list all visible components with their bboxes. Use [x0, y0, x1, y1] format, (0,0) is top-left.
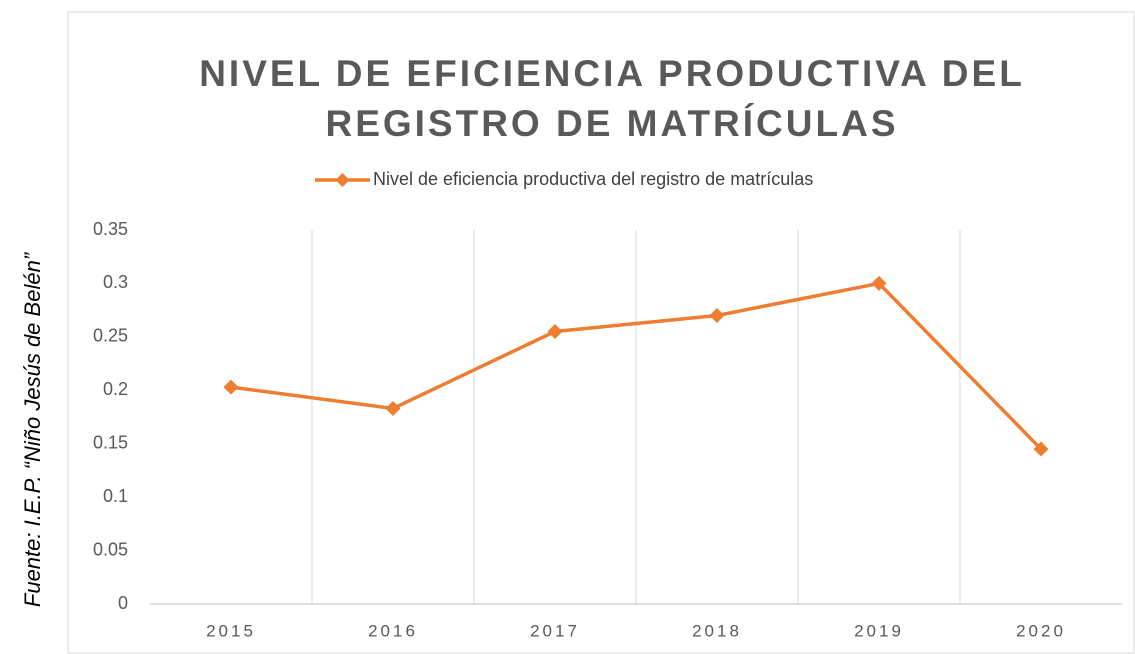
data-point [871, 275, 887, 291]
chart-title: REGISTRO DE MATRÍCULAS [325, 103, 898, 144]
x-tick-label: 2015 [206, 621, 256, 640]
series-line [230, 281, 1043, 451]
chart-title: NIVEL DE EFICIENCIA PRODUCTIVA DEL [199, 53, 1025, 94]
y-tick-label: 0.05 [93, 539, 128, 559]
x-tick-label: 2017 [530, 621, 580, 640]
data-point [709, 307, 725, 323]
x-tick-label: 2018 [692, 621, 742, 640]
data-point [1033, 441, 1049, 457]
legend-label: Nivel de eficiencia productiva del regis… [373, 169, 813, 189]
y-tick-label: 0.25 [93, 326, 128, 346]
legend-marker [335, 173, 350, 187]
y-tick-label: 0 [118, 593, 128, 613]
x-tick-label: 2019 [854, 621, 904, 640]
y-tick-label: 0.2 [103, 379, 128, 399]
y-tick-label: 0.1 [103, 486, 128, 506]
x-tick-label: 2016 [368, 621, 418, 640]
data-point [547, 324, 563, 340]
chart-frame [67, 11, 1135, 654]
x-tick-label: 2020 [1016, 621, 1066, 640]
data-point [385, 400, 401, 416]
y-tick-label: 0.3 [103, 272, 128, 292]
data-point [223, 379, 239, 395]
y-tick-label: 0.15 [93, 432, 128, 452]
source-note: Fuente: I.E.P. “Niño Jesús de Belén” [20, 251, 45, 607]
y-tick-label: 0.35 [93, 219, 128, 239]
